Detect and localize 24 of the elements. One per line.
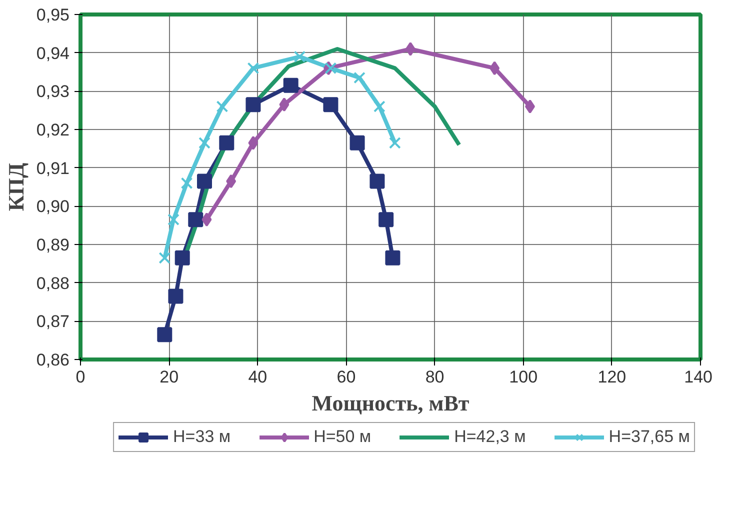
x-tick-label: 60 <box>336 368 356 386</box>
x-tick-label: 120 <box>598 368 626 386</box>
y-tick-label: 0,88 <box>36 274 70 293</box>
legend-label: H=33 м <box>173 427 231 447</box>
x-tick-label: 100 <box>509 368 538 386</box>
y-tick-label: 0,90 <box>36 197 70 216</box>
legend-label: H=42,3 м <box>454 427 526 447</box>
y-tick-label: 0,89 <box>36 236 70 254</box>
x-tick-label: 80 <box>425 368 444 386</box>
legend-label: H=37,65 м <box>608 427 690 447</box>
x-tick-label: 140 <box>684 368 713 386</box>
legend-label: H=50 м <box>314 427 372 447</box>
y-tick-label: 0,93 <box>36 82 70 102</box>
y-tick-label: 0,92 <box>36 120 70 140</box>
x-tick-label: 0 <box>76 368 86 386</box>
y-tick-label: 0,91 <box>36 158 70 178</box>
x-tick-label: 20 <box>160 368 179 386</box>
x-axis-title: Мощность, мВт <box>312 390 470 416</box>
y-axis-title: КПД <box>3 162 28 212</box>
y-tick-label: 0,87 <box>36 312 70 332</box>
y-tick-label: 0,86 <box>36 350 70 370</box>
x-tick-label: 40 <box>248 368 268 386</box>
y-tick-label: 0,95 <box>36 6 70 24</box>
y-tick-label: 0,94 <box>36 44 70 63</box>
